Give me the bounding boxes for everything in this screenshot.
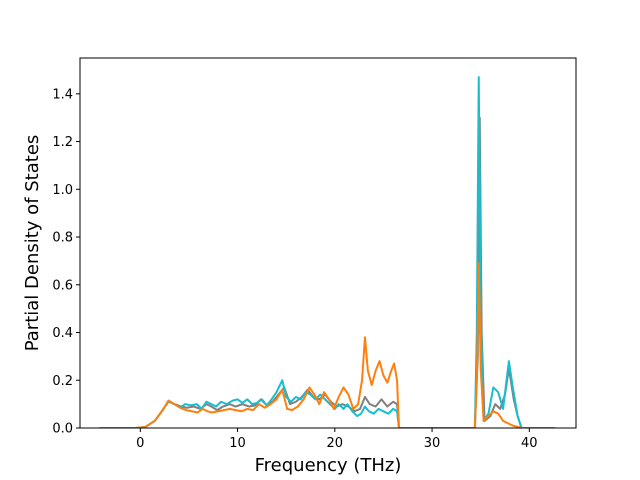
x-tick-label: 20	[327, 436, 344, 451]
x-axis-label: Frequency (THz)	[255, 455, 402, 476]
y-tick-label: 1.2	[52, 135, 73, 150]
y-tick-label: 0.2	[52, 374, 73, 389]
x-tick-label: 30	[424, 436, 441, 451]
x-tick-label: 0	[136, 436, 144, 451]
y-axis-label: Partial Density of States	[22, 135, 43, 352]
x-tick-label: 10	[229, 436, 246, 451]
x-tick-label: 40	[521, 436, 538, 451]
y-tick-label: 0.4	[52, 326, 73, 341]
y-tick-label: 1.0	[52, 183, 73, 198]
series-line-3	[99, 262, 555, 428]
series-layer	[99, 76, 555, 428]
axes-frame	[79, 57, 577, 429]
plot-area	[79, 57, 577, 429]
x-axis-ticks: 0 10 20 30 40	[136, 428, 538, 451]
y-tick-label: 0.6	[52, 278, 73, 293]
y-tick-label: 0.0	[52, 422, 73, 437]
series-line-2	[99, 76, 555, 428]
y-tick-label: 0.8	[52, 231, 73, 246]
y-axis-ticks: 0.0 0.2 0.4 0.6 0.8 1.0 1.2 1.4	[52, 87, 80, 437]
y-tick-label: 1.4	[52, 87, 73, 102]
